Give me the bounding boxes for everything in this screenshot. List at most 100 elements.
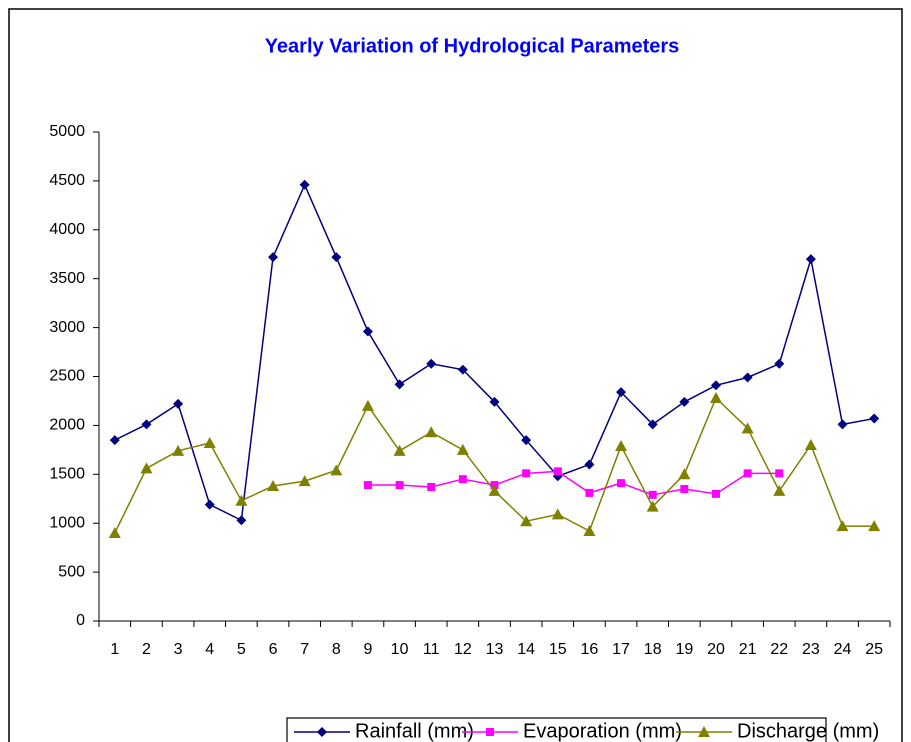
marker bbox=[330, 464, 343, 476]
x-tick-label: 14 bbox=[517, 641, 535, 658]
marker bbox=[868, 520, 881, 532]
legend-label: Rainfall (mm) bbox=[355, 720, 474, 742]
marker bbox=[617, 479, 626, 488]
x-tick-label: 23 bbox=[802, 641, 820, 658]
y-tick-label: 500 bbox=[58, 563, 85, 580]
x-tick-label: 1 bbox=[110, 641, 119, 658]
marker bbox=[458, 475, 467, 484]
legend-label: Evaporation (mm) bbox=[523, 720, 682, 742]
marker bbox=[774, 358, 785, 369]
x-tick-label: 11 bbox=[423, 641, 440, 658]
marker bbox=[426, 358, 437, 369]
marker bbox=[615, 439, 628, 451]
x-tick-label: 22 bbox=[770, 641, 788, 658]
y-tick-label: 4500 bbox=[49, 172, 85, 189]
x-tick-label: 13 bbox=[486, 641, 504, 658]
marker bbox=[742, 372, 753, 383]
marker bbox=[583, 525, 596, 537]
marker bbox=[616, 387, 627, 398]
marker bbox=[141, 419, 152, 430]
marker bbox=[331, 252, 342, 263]
marker bbox=[836, 520, 849, 532]
marker bbox=[489, 396, 500, 407]
marker bbox=[646, 500, 659, 512]
marker bbox=[773, 484, 786, 496]
marker bbox=[522, 469, 531, 478]
marker bbox=[395, 481, 404, 490]
x-tick-label: 2 bbox=[142, 641, 151, 658]
marker bbox=[393, 444, 406, 456]
x-tick-label: 20 bbox=[707, 641, 725, 658]
marker bbox=[109, 435, 120, 446]
y-tick-label: 4000 bbox=[49, 221, 85, 238]
legend-marker bbox=[317, 727, 327, 737]
marker bbox=[361, 399, 374, 411]
marker bbox=[775, 469, 784, 478]
marker bbox=[648, 490, 657, 499]
marker bbox=[267, 480, 280, 492]
y-tick-label: 2000 bbox=[49, 417, 85, 434]
x-tick-label: 12 bbox=[454, 641, 472, 658]
marker bbox=[804, 438, 817, 450]
x-tick-label: 3 bbox=[174, 641, 183, 658]
marker bbox=[427, 483, 436, 492]
marker bbox=[584, 459, 595, 470]
x-tick-label: 4 bbox=[205, 641, 214, 658]
marker bbox=[140, 462, 153, 474]
x-tick-label: 19 bbox=[675, 641, 693, 658]
marker bbox=[268, 252, 279, 263]
x-tick-label: 24 bbox=[834, 641, 852, 658]
marker bbox=[299, 179, 310, 190]
marker bbox=[108, 526, 121, 538]
chart-title: Yearly Variation of Hydrological Paramet… bbox=[265, 35, 680, 57]
marker bbox=[488, 484, 501, 496]
marker bbox=[805, 254, 816, 265]
legend-marker bbox=[486, 728, 494, 736]
y-tick-label: 3500 bbox=[49, 270, 85, 287]
y-tick-label: 5000 bbox=[49, 123, 85, 140]
y-tick-label: 0 bbox=[76, 612, 85, 629]
x-tick-label: 5 bbox=[237, 641, 246, 658]
marker bbox=[521, 435, 532, 446]
legend-label: Discharge (mm) bbox=[737, 720, 879, 742]
marker bbox=[457, 364, 468, 375]
marker bbox=[204, 499, 215, 510]
x-tick-label: 18 bbox=[644, 641, 662, 658]
marker bbox=[869, 413, 880, 424]
marker bbox=[837, 419, 848, 430]
marker bbox=[363, 481, 372, 490]
x-tick-label: 16 bbox=[581, 641, 599, 658]
marker bbox=[585, 488, 594, 497]
marker bbox=[709, 392, 722, 404]
x-tick-label: 17 bbox=[612, 641, 630, 658]
y-tick-label: 1000 bbox=[49, 514, 85, 531]
marker bbox=[710, 380, 721, 391]
marker bbox=[172, 444, 185, 456]
marker bbox=[362, 326, 373, 337]
marker bbox=[711, 489, 720, 498]
marker bbox=[456, 443, 469, 455]
marker bbox=[298, 475, 311, 487]
marker bbox=[425, 426, 438, 438]
x-tick-label: 9 bbox=[363, 641, 372, 658]
marker bbox=[236, 515, 247, 526]
legend-marker bbox=[698, 726, 710, 737]
chart-frame bbox=[8, 8, 903, 742]
x-tick-label: 25 bbox=[865, 641, 883, 658]
marker bbox=[680, 484, 689, 493]
y-tick-label: 1500 bbox=[49, 466, 85, 483]
y-tick-label: 2500 bbox=[49, 368, 85, 385]
x-tick-label: 10 bbox=[391, 641, 409, 658]
marker bbox=[741, 422, 754, 434]
x-tick-label: 8 bbox=[332, 641, 341, 658]
marker bbox=[647, 419, 658, 430]
marker bbox=[520, 515, 533, 527]
marker bbox=[394, 379, 405, 390]
marker bbox=[203, 437, 216, 449]
x-tick-label: 15 bbox=[549, 641, 567, 658]
x-tick-label: 21 bbox=[739, 641, 757, 658]
y-tick-label: 3000 bbox=[49, 319, 85, 336]
legend-box bbox=[286, 717, 827, 742]
marker bbox=[173, 398, 184, 409]
